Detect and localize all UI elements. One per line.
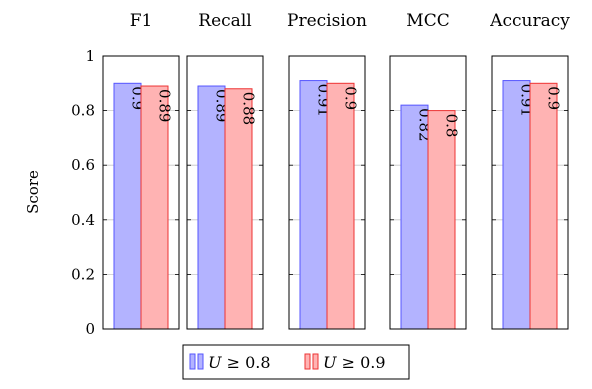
legend-threshold: 0.9: [360, 353, 385, 372]
legend: U ≥ 0.8 U ≥ 0.9: [182, 344, 410, 380]
legend-swatch: [312, 353, 319, 370]
y-tick-label: 0.2: [71, 265, 95, 283]
bar-recall-series-1: [197, 85, 226, 330]
bar-f1-series-1: [113, 82, 142, 330]
data-label: 0.9: [545, 86, 563, 110]
panel-title: Precision: [287, 11, 367, 31]
legend-swatch: [189, 353, 196, 370]
y-tick-label: 0: [85, 320, 95, 338]
y-axis: 0 0.2 0.4 0.6 0.8 1 Score: [24, 47, 95, 338]
y-tick-label: 0.6: [71, 156, 95, 174]
bar-f1-series-2: [140, 85, 169, 330]
y-tick-label: 0.4: [71, 211, 95, 229]
legend-swatch: [304, 353, 311, 370]
legend-item-1: U ≥ 0.8: [189, 353, 271, 372]
legend-swatch: [197, 353, 204, 370]
legend-item-2: U ≥ 0.9: [304, 353, 386, 372]
legend-relation: ≥: [221, 353, 245, 372]
y-axis-label: Score: [24, 170, 42, 214]
legend-variable: U: [323, 353, 337, 372]
panel-title: Accuracy: [489, 11, 570, 31]
bar-precision-series-2: [326, 82, 355, 330]
y-tick-label: 0.8: [71, 102, 95, 120]
panel-frame: [288, 55, 366, 330]
data-label: 0.8: [443, 114, 461, 138]
panel-title: F1: [130, 11, 153, 31]
panel-frame: [186, 55, 264, 330]
data-label: 0.88: [240, 92, 258, 125]
legend-variable: U: [208, 353, 222, 372]
panel-frame: [102, 55, 180, 330]
bar-accuracy-series-1: [502, 80, 531, 330]
panel-title: Recall: [198, 11, 251, 31]
bar-precision-series-1: [299, 80, 328, 330]
panel-frame: [389, 55, 467, 330]
panel-frame: [491, 55, 569, 330]
legend-label: U ≥ 0.8: [208, 353, 271, 372]
legend-relation: ≥: [336, 353, 360, 372]
bar-accuracy-series-2: [529, 82, 558, 330]
legend-threshold: 0.8: [245, 353, 270, 372]
data-label: 0.89: [156, 89, 174, 122]
y-tick-label: 1: [85, 47, 95, 65]
legend-box: [182, 344, 410, 380]
data-label: 0.9: [342, 86, 360, 110]
panel-title: MCC: [406, 11, 449, 31]
legend-label: U ≥ 0.9: [323, 353, 386, 372]
bar-mcc-series-2: [427, 110, 456, 330]
